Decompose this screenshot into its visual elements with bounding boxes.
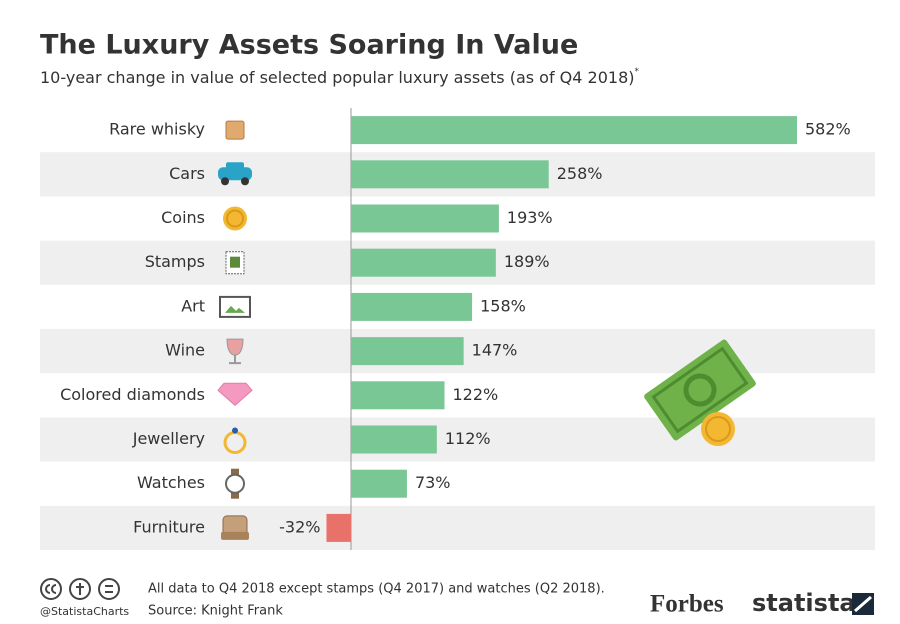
by-icon: [69, 578, 91, 600]
category-label: Cars: [169, 164, 205, 183]
icon-part: [229, 355, 241, 365]
bar: [351, 469, 407, 498]
icon-part: [230, 256, 240, 268]
category-label: Rare whisky: [109, 120, 205, 139]
icon-part: [226, 209, 244, 228]
icon-part: [241, 177, 249, 186]
value-label: 147%: [472, 341, 518, 360]
bar: [351, 204, 499, 233]
category-label: Wine: [165, 341, 205, 360]
category-label: Art: [181, 296, 205, 315]
banknote-border: [651, 346, 749, 434]
bar: [351, 292, 473, 321]
value-label: 189%: [504, 252, 550, 271]
rows: Rare whisky 582% Cars 258% Coins 193% Stamps 18…: [40, 108, 875, 550]
icon-part: [217, 382, 253, 406]
chart-title: The Luxury Assets Soaring In Value: [40, 30, 578, 61]
row-band: [40, 417, 875, 462]
value-label: -32%: [279, 517, 320, 536]
nd-icon: [98, 578, 120, 600]
icon-part: [225, 473, 245, 494]
icon: [225, 468, 245, 499]
subtitle-mark: *: [635, 67, 640, 77]
value-label: 258%: [557, 164, 603, 183]
handle: @StatistaCharts: [40, 605, 129, 618]
row-band: [40, 505, 875, 550]
statista-logo-mark: [854, 595, 872, 613]
bar: [326, 513, 351, 542]
value-label: 122%: [452, 385, 498, 404]
icon: [223, 206, 247, 231]
statista-logo: [852, 593, 874, 615]
icon-part: [219, 295, 251, 318]
icon-part: [225, 305, 245, 313]
money-illustration: [644, 339, 756, 441]
nd-glyph: [105, 585, 113, 593]
icon-part: [218, 167, 252, 181]
icon-part: [226, 162, 244, 170]
brand-forbes: Forbes: [650, 591, 724, 618]
source: Source: Knight Frank: [148, 604, 283, 619]
chart-subtitle: 10-year change in value of selected popu…: [40, 67, 640, 87]
icon: [221, 515, 249, 540]
license-icons: [40, 578, 120, 600]
category-label: Jewellery: [132, 429, 205, 448]
coin-ring: [705, 416, 731, 442]
icon: [217, 382, 253, 406]
category-label: Colored diamonds: [60, 385, 205, 404]
icon: [225, 251, 245, 275]
icon: [218, 162, 252, 186]
bar: [351, 248, 496, 277]
icon-part: [221, 531, 249, 540]
bar: [351, 160, 549, 189]
cc-icon: [40, 578, 62, 600]
category-label: Coins: [161, 208, 205, 227]
value-label: 193%: [507, 208, 553, 227]
cc-glyph: [45, 584, 57, 594]
banknote: [644, 339, 756, 441]
icon-part: [221, 177, 229, 186]
by-glyph: [76, 583, 84, 595]
icon: [226, 338, 244, 365]
category-label: Furniture: [133, 517, 205, 536]
subtitle-text: 10-year change in value of selected popu…: [40, 68, 635, 87]
banknote-circle: [683, 373, 717, 407]
bar: [351, 116, 797, 145]
bar: [351, 381, 445, 410]
icon-part: [232, 427, 238, 434]
value-label: 158%: [480, 296, 526, 315]
bar: [351, 425, 437, 454]
icon: [225, 120, 245, 140]
value-label: 112%: [445, 429, 491, 448]
category-label: Watches: [137, 473, 205, 492]
icon-part: [226, 338, 244, 356]
value-label: 582%: [805, 120, 851, 139]
icon: [219, 295, 251, 318]
brand-statista: statista: [752, 589, 856, 617]
icon-part: [225, 120, 245, 140]
category-label: Stamps: [145, 252, 205, 271]
value-label: 73%: [415, 473, 451, 492]
icon: [223, 427, 247, 454]
bar: [351, 337, 464, 366]
footnote: All data to Q4 2018 except stamps (Q4 20…: [148, 582, 605, 597]
